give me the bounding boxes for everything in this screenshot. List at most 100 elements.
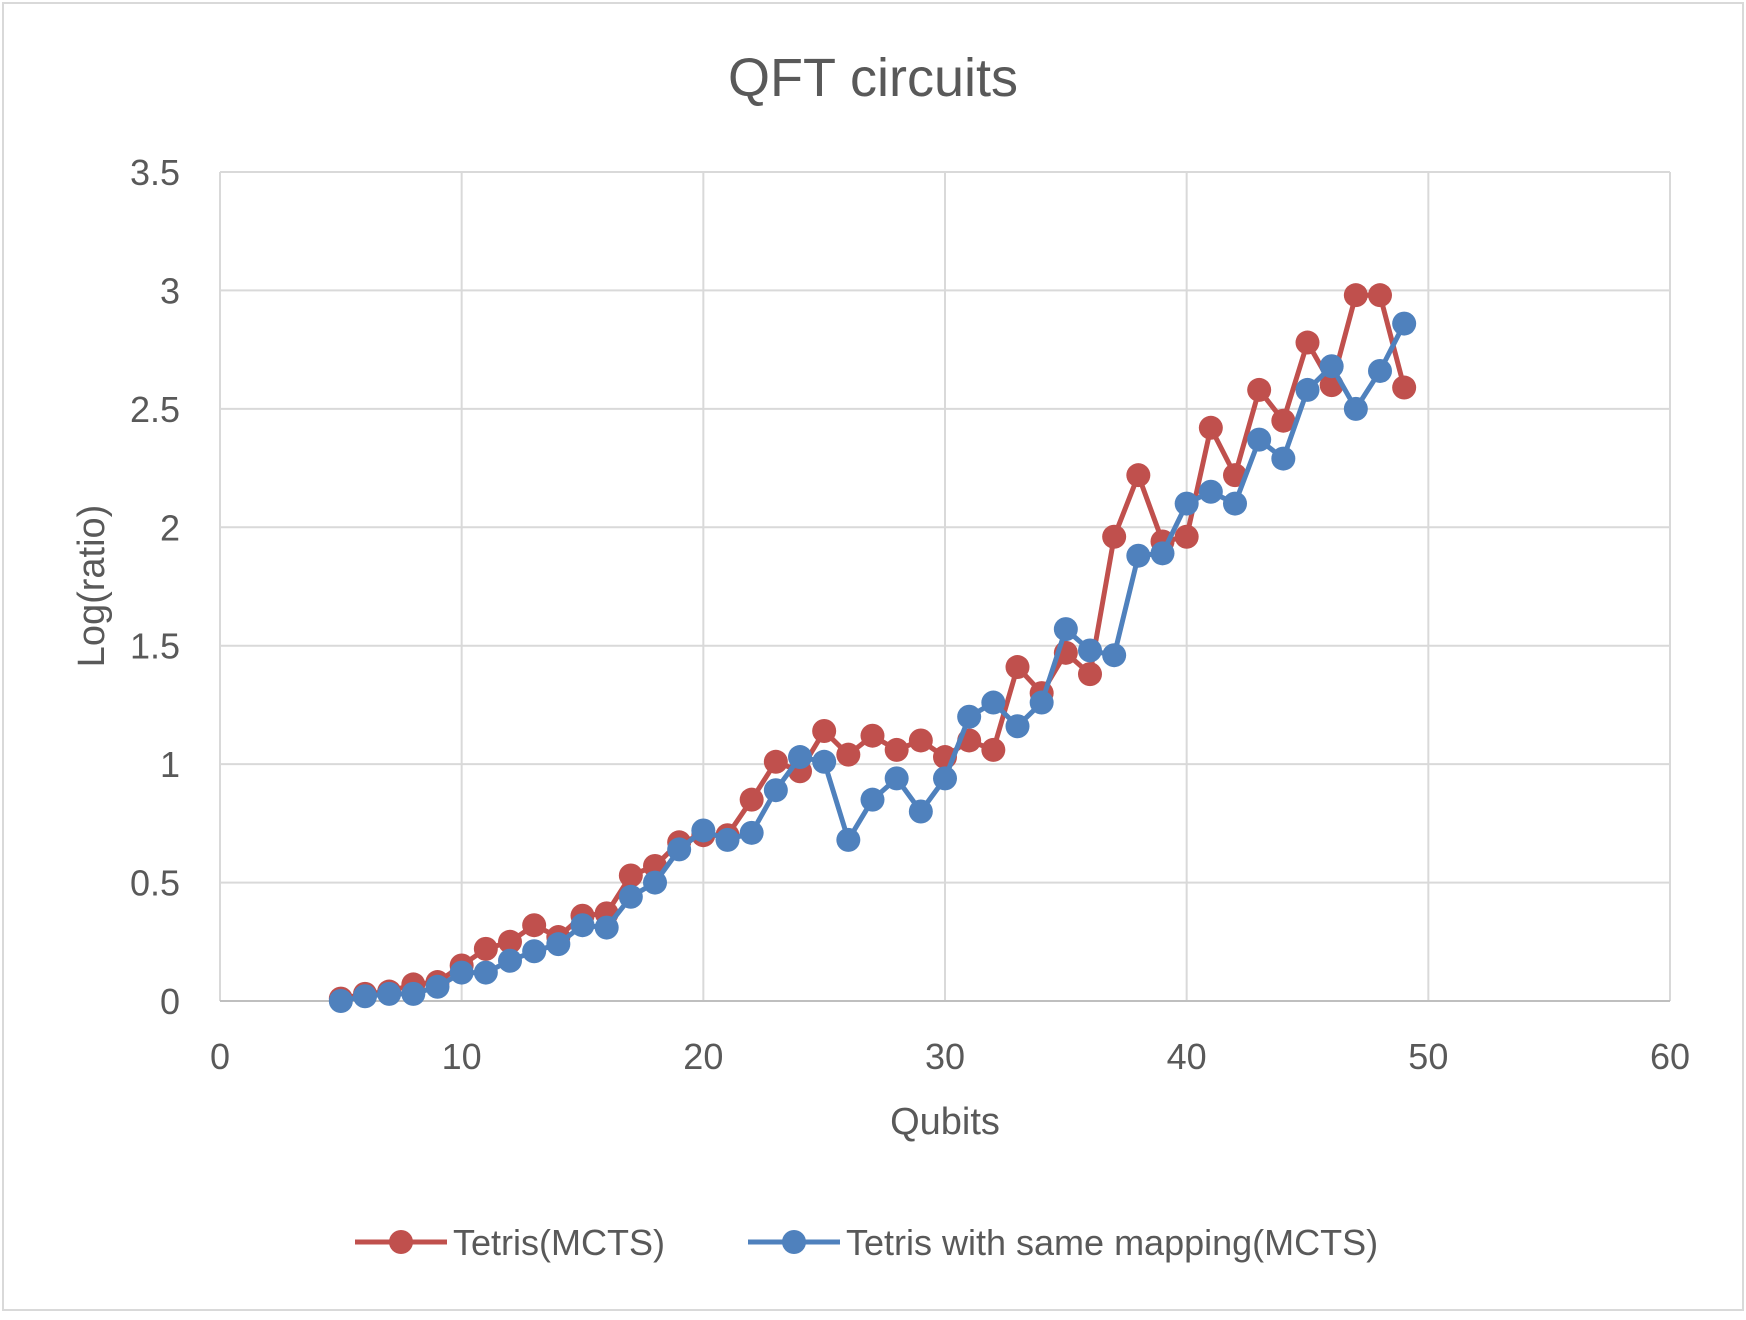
y-tick-label: 1 bbox=[160, 744, 180, 785]
data-point bbox=[836, 827, 861, 852]
data-point bbox=[1198, 415, 1223, 440]
data-point bbox=[763, 778, 788, 803]
data-point bbox=[1174, 491, 1199, 516]
data-point bbox=[691, 818, 716, 843]
legend: Tetris(MCTS) Tetris with same mapping(MCT… bbox=[355, 1222, 1378, 1263]
data-point bbox=[1223, 491, 1247, 516]
data-point bbox=[788, 745, 812, 770]
data-point bbox=[1102, 524, 1127, 549]
data-point bbox=[1247, 377, 1272, 402]
data-point bbox=[401, 981, 426, 1006]
x-axis-label: Qubits bbox=[890, 1101, 1000, 1143]
x-tick-label: 60 bbox=[1650, 1036, 1690, 1077]
data-point bbox=[328, 989, 353, 1013]
data-point bbox=[1126, 543, 1151, 568]
data-point bbox=[570, 913, 595, 938]
data-point bbox=[812, 749, 837, 774]
y-tick-label: 1.5 bbox=[130, 626, 180, 667]
data-point bbox=[981, 737, 1006, 762]
y-tick-label: 3 bbox=[160, 270, 180, 311]
x-tick-label: 50 bbox=[1408, 1036, 1448, 1077]
data-point bbox=[908, 799, 933, 824]
data-point bbox=[643, 870, 667, 895]
data-point bbox=[522, 913, 547, 938]
data-point bbox=[353, 984, 377, 1009]
data-point bbox=[473, 960, 498, 985]
x-tick-label: 30 bbox=[925, 1036, 965, 1077]
data-point bbox=[1368, 358, 1392, 383]
data-point bbox=[425, 974, 450, 999]
gridlines bbox=[219, 171, 1671, 1002]
data-point bbox=[739, 787, 764, 812]
series-group bbox=[328, 283, 1417, 1013]
data-point bbox=[667, 837, 692, 862]
data-point bbox=[1271, 446, 1296, 471]
x-tick-label: 20 bbox=[683, 1036, 723, 1077]
data-point bbox=[1078, 638, 1102, 663]
legend-marker bbox=[389, 1230, 413, 1254]
data-point bbox=[594, 915, 619, 940]
x-tick-label: 10 bbox=[442, 1036, 482, 1077]
data-point bbox=[739, 820, 764, 845]
data-point bbox=[933, 766, 957, 791]
x-tick-label: 0 bbox=[210, 1036, 230, 1077]
data-point bbox=[1150, 541, 1175, 566]
legend-item-2: Tetris with same mapping(MCTS) bbox=[748, 1222, 1378, 1263]
y-axis-label: Log(ratio) bbox=[71, 505, 113, 668]
data-point bbox=[860, 723, 885, 748]
data-point bbox=[1392, 375, 1417, 400]
data-point bbox=[1174, 524, 1199, 549]
chart-title: QFT circuits bbox=[728, 48, 1018, 108]
y-tick-label: 3.5 bbox=[130, 152, 180, 193]
data-point bbox=[1319, 354, 1344, 379]
data-point bbox=[618, 884, 643, 909]
data-point bbox=[1295, 377, 1320, 402]
y-tick-label: 2 bbox=[160, 507, 180, 548]
legend-marker bbox=[782, 1230, 806, 1254]
data-point bbox=[1078, 662, 1102, 687]
y-tick-label: 0.5 bbox=[130, 863, 180, 904]
data-point bbox=[1247, 427, 1272, 452]
data-point bbox=[860, 787, 885, 812]
data-point bbox=[1295, 330, 1320, 355]
data-point bbox=[618, 863, 643, 888]
legend-label: Tetris(MCTS) bbox=[453, 1222, 665, 1263]
data-point bbox=[1368, 283, 1392, 308]
data-point bbox=[449, 960, 474, 985]
legend-item-1: Tetris(MCTS) bbox=[355, 1222, 665, 1263]
data-point bbox=[522, 939, 547, 964]
data-point bbox=[498, 948, 522, 973]
data-point bbox=[715, 827, 740, 852]
data-point bbox=[1102, 643, 1127, 668]
legend-label: Tetris with same mapping(MCTS) bbox=[846, 1222, 1378, 1263]
data-point bbox=[546, 932, 571, 957]
data-point bbox=[377, 981, 402, 1006]
series-2 bbox=[328, 311, 1417, 1013]
y-tick-label: 0 bbox=[160, 981, 180, 1022]
axes: 0 0.5 1 1.5 2 2.5 3 3.5 0 10 20 30 40 50 60 bbox=[130, 152, 1690, 1077]
data-point bbox=[1343, 396, 1368, 421]
data-point bbox=[1126, 463, 1151, 488]
data-point bbox=[1005, 655, 1030, 680]
data-point bbox=[1053, 617, 1078, 642]
data-point bbox=[981, 690, 1006, 715]
data-point bbox=[1392, 311, 1417, 336]
data-point bbox=[498, 929, 522, 954]
data-point bbox=[473, 936, 498, 961]
data-point bbox=[1271, 408, 1296, 433]
data-point bbox=[884, 737, 909, 762]
data-point bbox=[1029, 690, 1054, 715]
data-point bbox=[908, 728, 933, 753]
y-tick-label: 2.5 bbox=[130, 389, 180, 430]
data-point bbox=[884, 766, 909, 791]
data-point bbox=[763, 749, 788, 774]
data-point bbox=[812, 718, 837, 743]
data-point bbox=[836, 742, 861, 767]
data-point bbox=[1198, 479, 1223, 504]
data-point bbox=[1343, 283, 1368, 308]
data-point bbox=[1005, 714, 1030, 739]
data-point bbox=[957, 704, 982, 729]
